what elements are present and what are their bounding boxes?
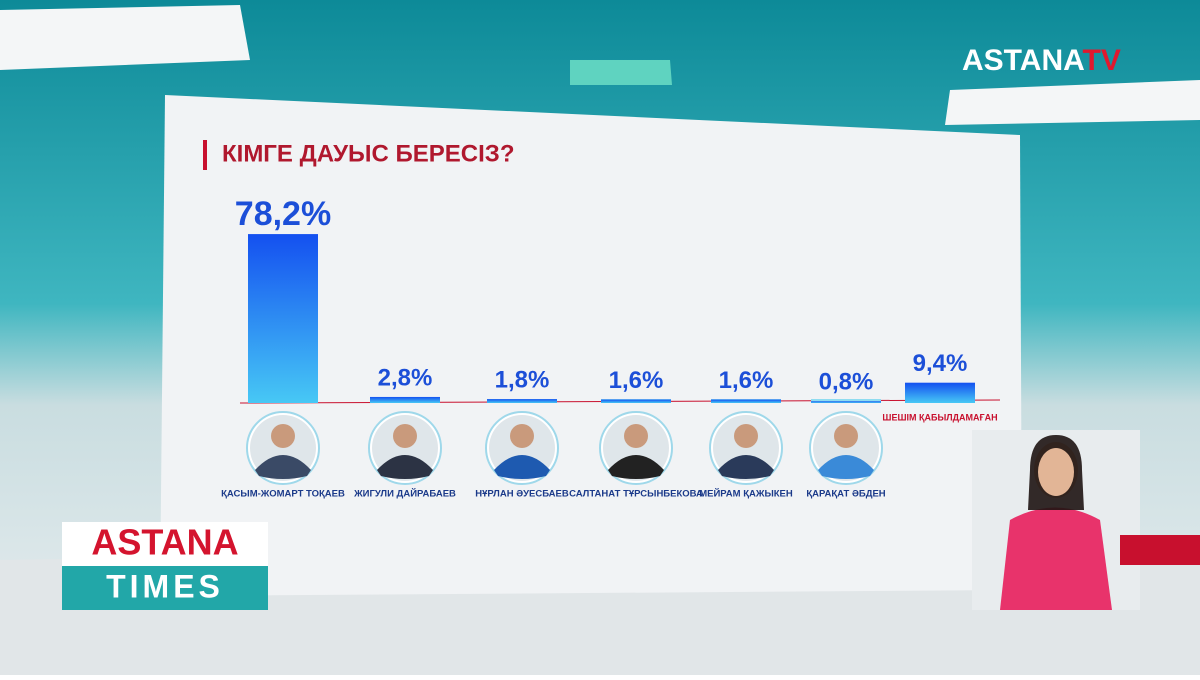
bar	[905, 382, 975, 403]
category-label: ШЕШІМ ҚАБЫЛДАМАҒАН	[882, 412, 997, 422]
category-label: ҚАСЫМ-ЖОМАРТ ТОҚАЕВ	[221, 489, 345, 500]
logo-main: ASTANA	[962, 44, 1084, 77]
bar	[248, 234, 318, 403]
bar	[711, 399, 781, 403]
value-label: 1,6%	[609, 367, 664, 394]
value-label: 9,4%	[913, 350, 968, 377]
category-label: ЖИГУЛИ ДАЙРАБАЕВ	[353, 488, 456, 500]
value-label: 78,2%	[235, 195, 331, 233]
chart: 78,2% ҚАСЫМ-ЖОМАРТ ТОҚАЕВ 2,8% ЖИГУЛИ ДАЙРА…	[221, 195, 997, 499]
value-label: 1,6%	[719, 367, 774, 394]
portrait-body	[818, 455, 874, 479]
portrait-body	[718, 455, 774, 479]
presenter	[972, 430, 1200, 610]
portrait-head	[734, 424, 758, 448]
bar	[370, 396, 440, 403]
chart-title: КІМГЕ ДАУЫС БЕРЕСІЗ?	[222, 140, 515, 167]
value-label: 1,8%	[495, 366, 550, 393]
category-label: МЕЙРАМ ҚАЖЫКЕН	[699, 488, 793, 500]
portrait-body	[377, 455, 433, 479]
portrait-body	[494, 455, 550, 479]
category-label: НҰРЛАН ӘУЕСБАЕВ	[475, 489, 569, 500]
logo-accent: TV	[1083, 44, 1121, 77]
bar	[811, 401, 881, 403]
show-line2: TIMES	[106, 568, 224, 604]
title-accent	[203, 140, 207, 170]
category-label: САЛТАНАТ ТҰРСЫНБЕКОВА	[569, 489, 703, 500]
portrait-head	[624, 424, 648, 448]
portrait-body	[608, 455, 664, 479]
category-label: ҚАРАҚАТ ӘБДЕН	[806, 489, 885, 500]
logo: ASTANATV	[962, 44, 1121, 77]
show-bottom	[62, 566, 268, 610]
show-line1: ASTANA	[91, 522, 238, 563]
bar	[487, 399, 557, 403]
show-top	[62, 522, 268, 566]
bar	[601, 399, 671, 403]
portrait-head	[510, 424, 534, 448]
value-label: 0,8%	[819, 369, 874, 396]
portrait-head	[393, 424, 417, 448]
portrait-head	[271, 424, 295, 448]
chart-panel	[160, 95, 1022, 596]
value-label: 2,8%	[378, 364, 433, 391]
bar-shadow	[811, 399, 881, 403]
portrait-body	[255, 455, 311, 479]
portrait-head	[834, 424, 858, 448]
